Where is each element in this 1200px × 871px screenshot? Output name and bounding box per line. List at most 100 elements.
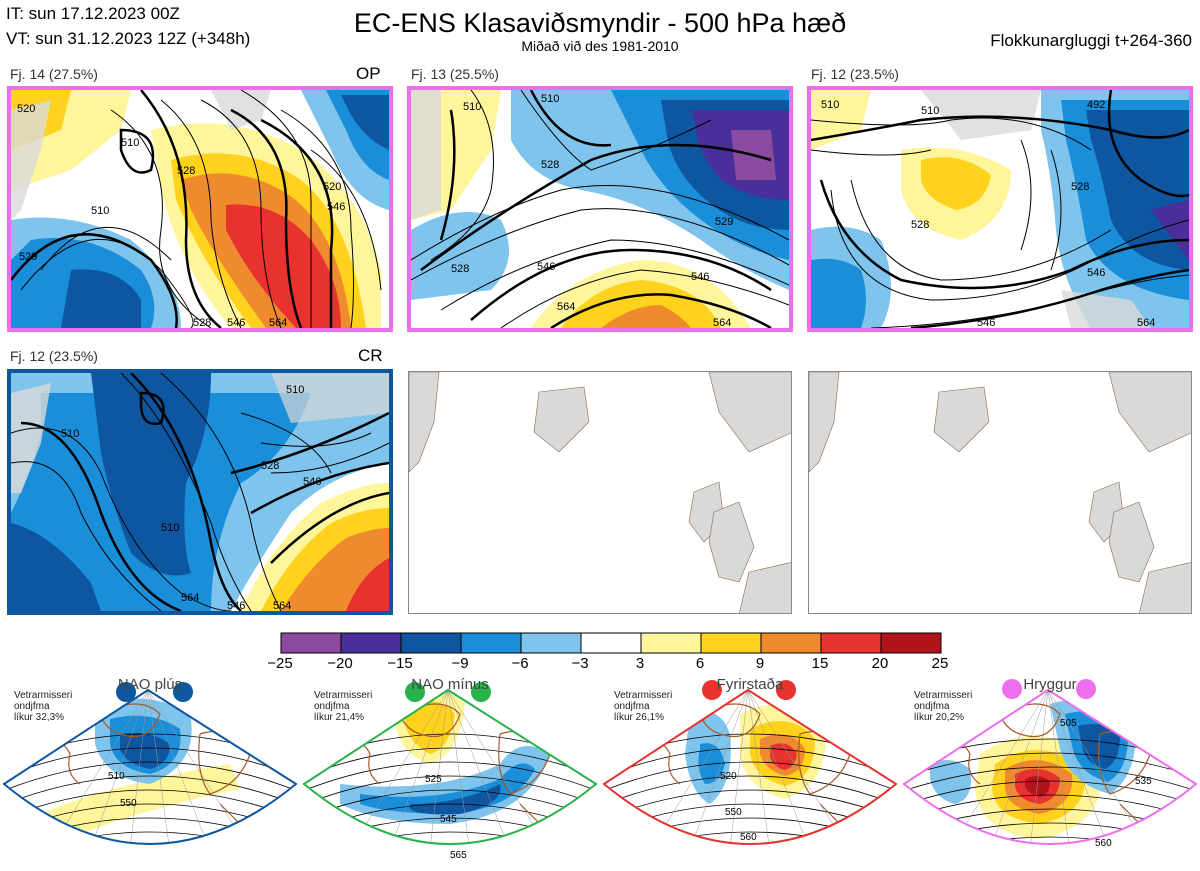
colorbar-swatch xyxy=(700,632,762,654)
regime-marker-dot xyxy=(1076,679,1096,699)
height-contour xyxy=(904,780,1196,807)
regime-info: Vetrarmisseri ondjfma líkur 32,3% xyxy=(14,690,72,723)
colorbar-tick-label: −6 xyxy=(511,655,529,672)
regime-2: 525 545 565 NAO mínus Vetrarmisseri ondjfma lí… xyxy=(300,674,600,871)
height-contour xyxy=(304,831,596,844)
contour-label: 546 xyxy=(977,317,995,328)
contour-label: 528 xyxy=(261,460,279,472)
regime-map: 520 550 560 xyxy=(600,680,900,871)
regime-title: Hryggur xyxy=(1023,676,1077,693)
chart-subtitle: Miðað við des 1981-2010 xyxy=(521,38,679,54)
panel-1-tag: OP xyxy=(356,64,381,83)
regime-contour-label: 560 xyxy=(740,832,757,843)
empty-panel-5 xyxy=(408,371,792,614)
height-contour xyxy=(304,747,596,779)
regime-info-line: Vetrarmisseri xyxy=(14,690,73,701)
contour-label: 510 xyxy=(121,137,139,149)
regime-info-line: líkur 26,1% xyxy=(614,712,665,723)
colorbar-tick-label: 15 xyxy=(811,655,829,672)
anomaly-fill xyxy=(1010,849,1045,861)
regime-contour-label: 535 xyxy=(1135,776,1152,787)
regime-contour-label: 510 xyxy=(108,771,125,782)
coastline xyxy=(639,703,861,844)
contour-label: 529 xyxy=(19,251,37,263)
regime-map: 525 545 565 xyxy=(302,682,598,861)
meridian xyxy=(1047,690,1073,844)
contour-label: 492 xyxy=(1087,99,1105,111)
colorbar-labels: −25 −20 −15 −9 −6 −3 3 6 9 15 20 25 xyxy=(260,655,960,675)
height-contour xyxy=(4,831,296,844)
colorbar-tick-label: 6 xyxy=(695,655,705,672)
contour-label: 528 xyxy=(911,219,929,231)
height-contour xyxy=(900,851,1200,871)
colorbar-tick-label: −15 xyxy=(387,655,413,672)
regime-title: NAO mínus xyxy=(411,676,489,693)
height-contour xyxy=(4,747,296,779)
height-contour xyxy=(4,775,296,807)
regime-contour-label: 545 xyxy=(440,814,457,825)
valid-time: VT: sun 31.12.2023 12Z (+348h) xyxy=(6,29,251,48)
regime-map: 505 535 560 xyxy=(900,679,1200,871)
regime-info-line: Vetrarmisseri xyxy=(614,690,673,701)
height-contour xyxy=(604,831,896,844)
regime-contour-label: 565 xyxy=(450,850,467,861)
anomaly-fill xyxy=(930,760,971,804)
regime-border xyxy=(302,688,598,845)
colorbar-tick-label: −25 xyxy=(267,655,293,672)
regime-info: Vetrarmisseri ondjfma líkur 26,1% xyxy=(614,690,672,723)
colorbar-tick-label: −3 xyxy=(571,655,589,672)
contour-label: 564 xyxy=(713,317,731,328)
anomaly-fill xyxy=(410,784,501,815)
coastline xyxy=(339,703,561,844)
regime-map: 510 550 xyxy=(0,682,300,871)
panel-2-map: 510 510 528 528 546 546 564 564 529 xyxy=(411,90,789,328)
contour-label: 528 xyxy=(451,263,469,275)
empty-panel-6 xyxy=(808,371,1192,614)
colorbar xyxy=(280,632,942,654)
contour-label: 528 xyxy=(541,159,559,171)
colorbar-tick-label: −9 xyxy=(451,655,469,672)
height-contour xyxy=(600,846,900,871)
regime-marker-dot xyxy=(1002,679,1022,699)
colorbar-tick-label: 9 xyxy=(755,655,765,672)
colorbar-swatch xyxy=(880,632,942,654)
contour-label: 546 xyxy=(537,261,555,273)
colorbar-tick-label: 20 xyxy=(871,655,889,672)
regime-contour-label: 560 xyxy=(1095,838,1112,849)
regime-marker-dot xyxy=(471,682,491,702)
regime-marker-dot xyxy=(116,682,136,702)
issue-time: IT: sun 17.12.2023 00Z xyxy=(6,4,180,23)
height-contour xyxy=(904,766,1196,793)
meridian xyxy=(727,690,749,844)
cluster-panel-4: 510 510 528 546 564 510 546 564 xyxy=(7,369,393,615)
regime-contour-label: 525 xyxy=(425,774,442,785)
coastline xyxy=(939,703,1161,844)
contour-label: 529 xyxy=(715,216,733,228)
regime-info-line: ondjfma xyxy=(914,701,950,712)
regime-info-line: ondjfma xyxy=(14,701,50,712)
regime-border xyxy=(2,688,298,845)
regime-contour-label: 550 xyxy=(725,807,742,818)
regime-info: Vetrarmisseri ondjfma líkur 20,2% xyxy=(914,690,972,723)
contour-label: 510 xyxy=(463,101,481,113)
height-contour xyxy=(0,846,300,871)
regime-1: 510 550 NAO plús Vetrarmisseri ondjfma líkur … xyxy=(0,674,300,871)
regime-contour-label: 550 xyxy=(120,798,137,809)
contour-label: 546 xyxy=(227,600,245,611)
contour-label: 546 xyxy=(691,271,709,283)
colorbar-swatch xyxy=(400,632,462,654)
regime-info-line: ondjfma xyxy=(614,701,650,712)
height-contour xyxy=(604,747,896,779)
panel-3-label: Fj. 12 (23.5%) xyxy=(811,66,899,82)
colorbar-swatch xyxy=(280,632,342,654)
panel-4-map: 510 510 528 546 564 510 546 564 xyxy=(11,373,389,611)
contour-label: 510 xyxy=(161,522,179,534)
regime-border xyxy=(902,688,1198,845)
contour-label: 546 xyxy=(327,201,345,213)
contour-label: 564 xyxy=(1137,317,1155,328)
colorbar-tick-label: 25 xyxy=(931,655,949,672)
colorbar-swatch xyxy=(460,632,522,654)
meridian xyxy=(127,690,149,844)
contour-label: 564 xyxy=(181,592,199,604)
regime-marker-dot xyxy=(405,682,425,702)
